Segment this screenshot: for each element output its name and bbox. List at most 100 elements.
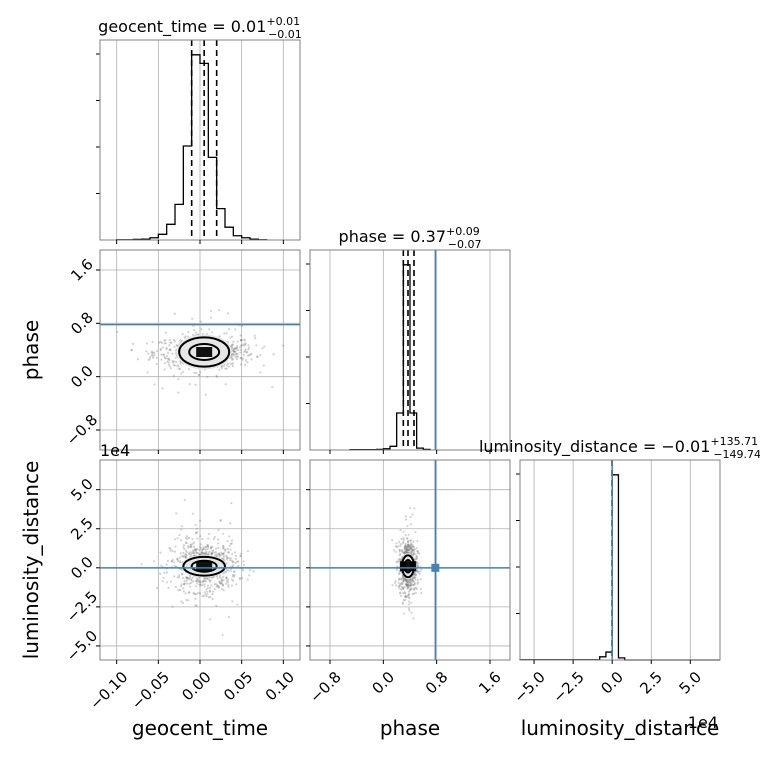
sample-point: [160, 564, 163, 567]
sample-point: [192, 580, 195, 583]
sample-point: [404, 548, 407, 551]
sample-point: [217, 542, 220, 545]
sample-point: [166, 559, 170, 562]
sample-point: [413, 588, 416, 591]
sample-point: [189, 551, 192, 554]
sample-point: [170, 341, 173, 344]
sample-point: [400, 578, 403, 581]
sample-point: [281, 344, 285, 347]
sample-point: [391, 583, 394, 587]
sample-point: [161, 346, 164, 349]
sample-point: [404, 545, 407, 548]
sample-point: [398, 584, 401, 587]
sample-point: [404, 549, 407, 552]
panel-luminosity_distance-x-tick-label: −5.0: [510, 668, 548, 706]
sample-point: [195, 604, 198, 607]
sample-point: [238, 577, 242, 580]
sample-point: [206, 545, 210, 548]
sample-point: [399, 591, 402, 594]
sample-point: [235, 583, 238, 586]
sample-point: [201, 579, 205, 582]
panel-phase-luminosity_distance-frame: [309, 459, 511, 661]
sample-point: [415, 555, 418, 559]
y-axis-label-phase: phase: [19, 320, 43, 380]
sample-point: [231, 564, 235, 567]
sample-point: [182, 555, 185, 559]
sample-point: [230, 539, 234, 542]
sample-point: [196, 579, 199, 582]
sample-point: [409, 584, 412, 587]
panel-phase-luminosity_distance-x-tick-label: 0.8: [422, 668, 452, 698]
sample-point: [218, 576, 221, 579]
sample-point: [259, 354, 262, 357]
sample-point: [205, 580, 208, 583]
sample-point: [194, 523, 197, 527]
sample-point: [414, 575, 417, 578]
sample-point: [234, 347, 237, 350]
panel-luminosity_distance-x-tick-label: −2.5: [549, 668, 587, 706]
sample-point: [412, 576, 415, 579]
sample-point: [398, 553, 401, 557]
sample-point: [412, 553, 415, 556]
sample-point: [171, 558, 174, 561]
sample-point: [406, 546, 410, 549]
sample-point: [405, 579, 408, 583]
sample-point: [193, 592, 196, 596]
sample-point: [187, 591, 191, 594]
sample-point: [231, 358, 234, 361]
sample-point: [407, 533, 410, 536]
sample-point: [409, 584, 413, 587]
sample-point: [409, 523, 412, 526]
sample-point: [204, 551, 207, 555]
panel-geocent_time-luminosity_distance-y-tick-label: 5.0: [67, 475, 97, 505]
sample-point: [246, 361, 249, 364]
sample-point: [145, 342, 148, 345]
sample-point: [226, 539, 229, 543]
sample-point: [170, 560, 173, 563]
sample-point: [220, 578, 223, 582]
sample-point: [400, 537, 403, 541]
sample-point: [416, 578, 419, 581]
sample-point: [174, 585, 178, 589]
sample-point: [163, 368, 166, 371]
sample-point: [410, 587, 413, 590]
sample-point: [230, 502, 233, 505]
sample-point: [196, 537, 199, 540]
sample-point: [407, 583, 410, 586]
sample-point: [243, 344, 246, 347]
sample-point: [232, 352, 235, 355]
sample-point: [419, 570, 422, 573]
sample-point: [233, 347, 236, 351]
sample-point: [208, 590, 212, 593]
sample-point: [227, 551, 230, 554]
sample-point: [221, 579, 224, 582]
sample-point: [220, 577, 223, 580]
sample-point: [232, 340, 235, 343]
sample-point: [404, 546, 407, 549]
sample-point: [151, 340, 154, 344]
sample-point: [204, 393, 207, 396]
sample-point: [205, 550, 208, 553]
sample-point: [231, 355, 234, 358]
sample-point: [412, 617, 415, 620]
sample-point: [408, 609, 411, 612]
sample-point: [229, 522, 232, 525]
sample-point: [413, 548, 416, 551]
sample-point: [206, 584, 210, 587]
sample-point: [239, 351, 242, 354]
sample-point: [162, 576, 165, 579]
sample-point: [197, 591, 200, 594]
sample-point: [230, 542, 233, 545]
sample-point: [402, 579, 406, 582]
sample-point: [402, 538, 405, 541]
sample-point: [404, 578, 407, 581]
sample-point: [411, 583, 415, 587]
sample-point: [404, 534, 407, 537]
sample-point: [161, 387, 164, 390]
sample-point: [183, 336, 186, 339]
sample-point: [213, 551, 216, 554]
sample-point: [253, 334, 256, 337]
sample-point: [159, 348, 162, 352]
sample-point: [411, 545, 414, 548]
sample-point: [193, 548, 196, 551]
